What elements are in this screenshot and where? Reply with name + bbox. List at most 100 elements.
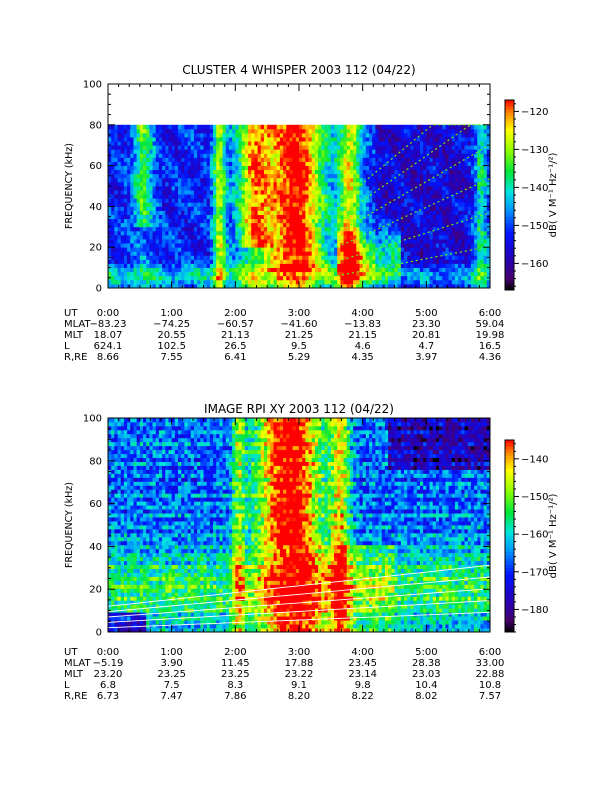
heatmap-cell: [248, 280, 252, 284]
heatmap-cell: [315, 235, 319, 239]
heatmap-cell: [407, 239, 411, 243]
heatmap-cell: [178, 145, 182, 149]
heatmap-cell: [251, 223, 255, 227]
heatmap-cell: [375, 149, 379, 153]
heatmap-cell: [321, 166, 325, 170]
heatmap-cell: [181, 170, 185, 174]
heatmap-cell: [372, 129, 376, 133]
heatmap-cell: [433, 198, 437, 202]
heatmap-cell: [239, 259, 243, 263]
heatmap-cell: [356, 243, 360, 247]
heatmap-cell: [286, 194, 290, 198]
heatmap-cell: [162, 272, 166, 276]
heatmap-cell: [213, 264, 217, 268]
heatmap-cell: [251, 166, 255, 170]
heatmap-cell: [436, 166, 440, 170]
heatmap-cell: [124, 162, 128, 166]
heatmap-cell: [404, 133, 408, 137]
heatmap-cell: [471, 174, 475, 178]
heatmap-cell: [366, 186, 370, 190]
heatmap-cell: [286, 198, 290, 202]
heatmap-cell: [191, 219, 195, 223]
heatmap-cell: [388, 215, 392, 219]
heatmap-cell: [286, 280, 290, 284]
heatmap-cell: [433, 153, 437, 157]
heatmap-cell: [108, 280, 112, 284]
heatmap-cell: [191, 145, 195, 149]
heatmap-cell: [213, 219, 217, 223]
heatmap-cell: [398, 186, 402, 190]
heatmap-cell: [312, 206, 316, 210]
heatmap-cell: [226, 186, 230, 190]
heatmap-cell: [388, 166, 392, 170]
heatmap-cell: [385, 153, 389, 157]
heatmap-cell: [334, 280, 338, 284]
heatmap-cell: [461, 264, 465, 268]
heatmap-cell: [204, 235, 208, 239]
heatmap-cell: [235, 174, 239, 178]
heatmap-cell: [165, 170, 169, 174]
heatmap-cell: [452, 182, 456, 186]
heatmap-cell: [363, 153, 367, 157]
heatmap-cell: [216, 259, 220, 263]
heatmap-cell: [184, 223, 188, 227]
heatmap-cell: [235, 255, 239, 259]
heatmap-cell: [210, 280, 214, 284]
heatmap-cell: [251, 190, 255, 194]
heatmap-cell: [156, 170, 160, 174]
heatmap-cell: [379, 268, 383, 272]
heatmap-cell: [121, 272, 125, 276]
heatmap-cell: [296, 206, 300, 210]
heatmap-cell: [455, 149, 459, 153]
heatmap-cell: [114, 166, 118, 170]
heatmap-cell: [168, 259, 172, 263]
heatmap-cell: [436, 186, 440, 190]
heatmap-cell: [404, 227, 408, 231]
colorbar-segment: [505, 119, 514, 123]
heatmap-cell: [480, 219, 484, 223]
heatmap-cell: [477, 125, 481, 129]
heatmap-cell: [356, 255, 360, 259]
heatmap-cell: [347, 129, 351, 133]
heatmap-cell: [254, 219, 258, 223]
heatmap-cell: [449, 264, 453, 268]
heatmap-cell: [137, 133, 141, 137]
heatmap-cell: [449, 162, 453, 166]
heatmap-cell: [162, 194, 166, 198]
heatmap-cell: [356, 264, 360, 268]
heatmap-cell: [436, 255, 440, 259]
heatmap-cell: [309, 215, 313, 219]
heatmap-cell: [165, 251, 169, 255]
heatmap-cell: [286, 153, 290, 157]
heatmap-cell: [420, 174, 424, 178]
heatmap-cell: [305, 231, 309, 235]
heatmap-cell: [340, 202, 344, 206]
heatmap-cell: [143, 157, 147, 161]
heatmap-cell: [404, 186, 408, 190]
heatmap-cell: [293, 243, 297, 247]
heatmap-cell: [442, 223, 446, 227]
heatmap-cell: [309, 235, 313, 239]
heatmap-cell: [302, 186, 306, 190]
heatmap-cell: [111, 157, 115, 161]
heatmap-cell: [309, 251, 313, 255]
heatmap-cell: [315, 259, 319, 263]
heatmap-cell: [480, 251, 484, 255]
heatmap-cell: [143, 170, 147, 174]
heatmap-cell: [350, 247, 354, 251]
heatmap-cell: [286, 190, 290, 194]
heatmap-cell: [458, 157, 462, 161]
heatmap-cell: [372, 268, 376, 272]
heatmap-cell: [321, 129, 325, 133]
heatmap-cell: [204, 178, 208, 182]
heatmap-cell: [426, 182, 430, 186]
heatmap-cell: [194, 251, 198, 255]
heatmap-cell: [324, 255, 328, 259]
heatmap-cell: [133, 137, 137, 141]
heatmap-cell: [232, 215, 236, 219]
heatmap-cell: [159, 247, 163, 251]
heatmap-cell: [280, 133, 284, 137]
heatmap-cell: [423, 272, 427, 276]
heatmap-cell: [423, 231, 427, 235]
heatmap-cell: [315, 247, 319, 251]
